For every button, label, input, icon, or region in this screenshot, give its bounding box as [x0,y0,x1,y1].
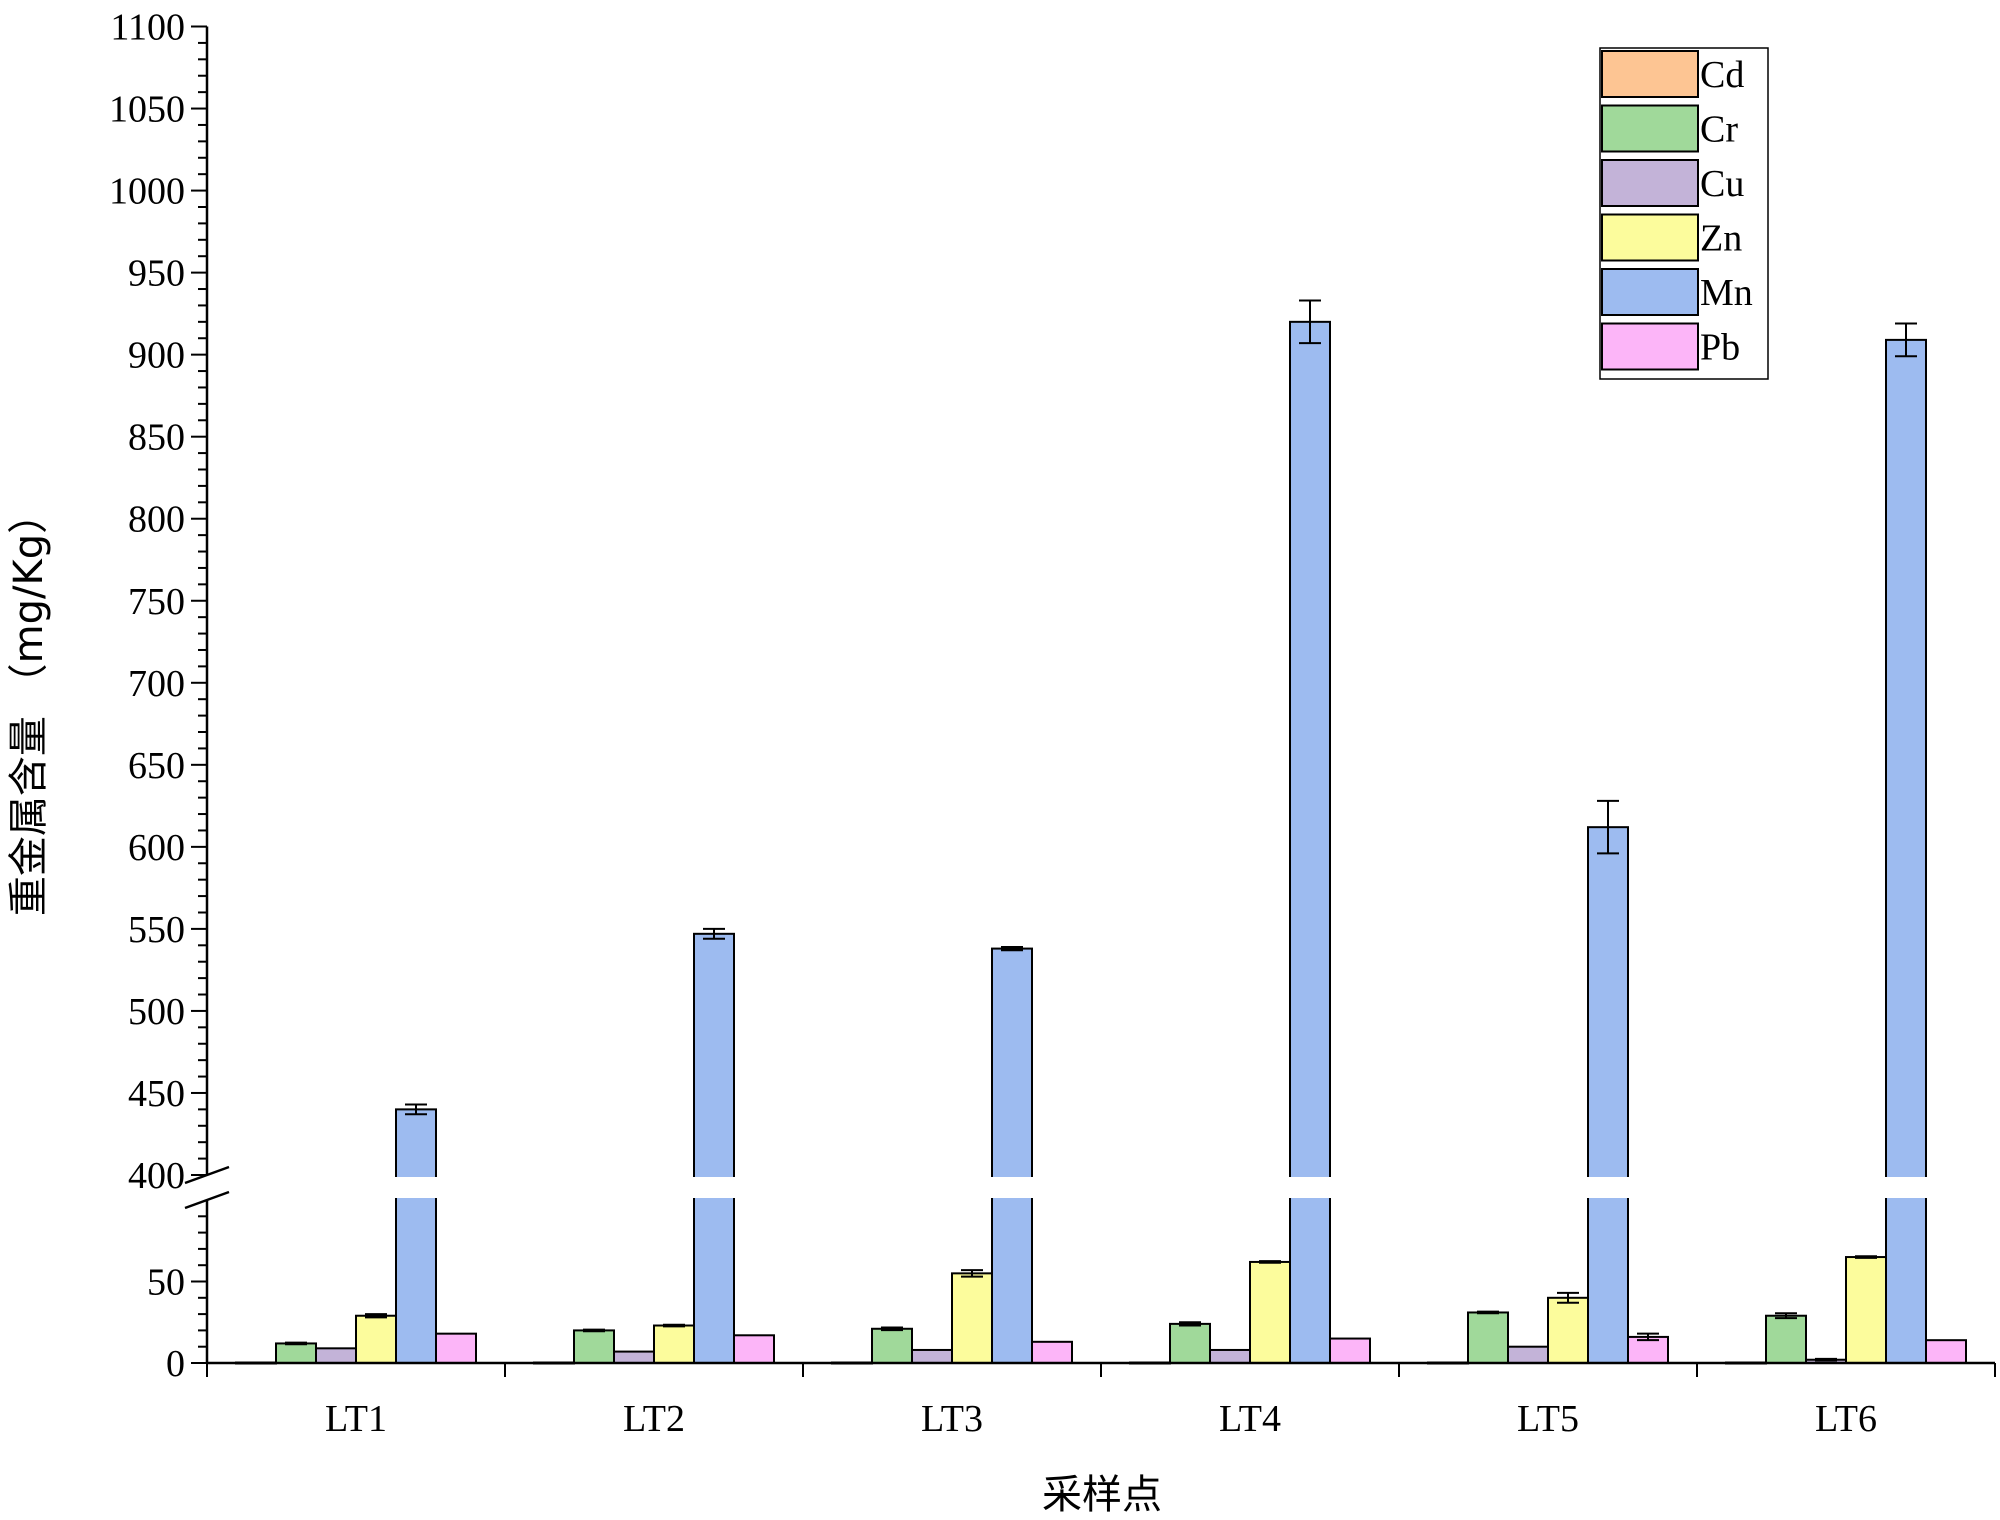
legend-label-cu: Cu [1700,163,1744,205]
error-bar-zn-lt6 [1855,1255,1877,1259]
x-axis-title: 采样点 [1042,1472,1162,1518]
legend-swatch-mn [1601,268,1699,316]
x-tick-label-lt5: LT5 [1517,1398,1579,1440]
y-tick-label-800: 800 [128,499,185,541]
legend-label-pb: Pb [1700,327,1740,369]
bar-mn-lt3 [991,947,1033,1364]
bar-zn-lt6 [1845,1256,1887,1365]
bar-cu-lt3 [911,1348,953,1364]
bar-pb-lt3 [1031,1340,1073,1365]
bar-mn-lt3-break-gap [990,1177,1034,1198]
ticks: 4004505005506006507007508008509009501000… [109,7,1996,1440]
bar-cu-lt2 [613,1350,655,1364]
error-bar-cr-lt4 [1179,1321,1201,1327]
error-bar-zn-lt2 [663,1323,685,1328]
x-tick-label-lt4: LT4 [1219,1398,1281,1440]
y-tick-label-1100: 1100 [110,7,185,49]
bar-cu-lt1 [315,1347,357,1364]
error-bar-cr-lt5 [1477,1310,1499,1315]
legend-swatch-zn [1601,213,1699,262]
bar-cu-lt5 [1507,1345,1549,1364]
bar-zn-lt4 [1249,1260,1291,1364]
bar-mn-lt2 [693,932,735,1364]
y-tick-label-650: 650 [128,745,185,787]
error-bar-zn-lt1 [365,1313,387,1319]
y-tick-label-0: 0 [166,1343,185,1385]
legend-label-cd: Cd [1700,54,1744,96]
y-tick-label-50: 50 [147,1262,185,1304]
legend-swatch-cr [1601,104,1699,153]
bar-mn-lt5-break-gap [1586,1177,1630,1198]
bar-mn-lt6-break-gap [1884,1177,1928,1198]
error-bar-zn-lt5 [1557,1291,1579,1304]
y-tick-label-600: 600 [128,827,185,869]
error-bar-cr-lt2 [583,1328,605,1333]
bar-zn-lt5 [1547,1296,1589,1365]
bar-zn-lt1 [355,1314,397,1364]
bar-mn-lt1 [395,1108,437,1364]
error-bar-zn-lt4 [1259,1260,1281,1264]
legend-swatch-pb [1601,322,1699,371]
error-bar-cr-lt6 [1775,1312,1797,1320]
y-tick-label-500: 500 [128,991,185,1033]
x-tick-label-lt3: LT3 [921,1398,983,1440]
x-tick-label-lt2: LT2 [623,1398,685,1440]
error-bar-mn-lt5 [1597,799,1619,855]
legend-swatch-cu [1601,159,1699,207]
bar-mn-lt2-break-gap [692,1177,736,1198]
error-bar-mn-lt4 [1299,299,1321,345]
bar-mn-lt6 [1885,338,1927,1364]
bar-cr-lt6 [1765,1314,1807,1364]
legend-label-cr: Cr [1700,109,1738,151]
bar-cr-lt5 [1467,1311,1509,1364]
x-tick-label-lt1: LT1 [325,1398,387,1440]
y-tick-label-950: 950 [128,253,185,295]
error-bar-cu-lt6 [1815,1357,1837,1362]
bar-mn-lt4-break-gap [1288,1177,1332,1198]
legend-swatch-cd [1601,50,1699,98]
legend-label-zn: Zn [1700,218,1742,260]
axis-break-mark-bottom [184,1190,230,1210]
error-bar-pb-lt5 [1637,1332,1659,1342]
bar-cr-lt4 [1169,1322,1211,1365]
legend: Cd Cr Cu Zn Mn Pb [1599,47,1769,380]
error-bar-mn-lt3 [1001,945,1023,952]
y-tick-label-550: 550 [128,909,185,951]
error-bar-mn-lt2 [703,927,725,940]
y-tick-label-400: 400 [128,1155,185,1197]
bar-pb-lt2 [733,1334,775,1365]
y-tick-label-1000: 1000 [109,171,185,213]
bar-cr-lt1 [275,1342,317,1364]
x-tick-label-lt6: LT6 [1815,1398,1877,1440]
bar-pb-lt4 [1329,1337,1371,1365]
bar-pb-lt1 [435,1332,477,1365]
bar-pb-lt6 [1925,1339,1967,1365]
bar-zn-lt2 [653,1324,695,1365]
error-bar-mn-lt6 [1895,322,1917,358]
y-tick-label-450: 450 [128,1073,185,1115]
y-tick-label-850: 850 [128,417,185,459]
bar-mn-lt1-break-gap [394,1177,438,1198]
y-tick-label-700: 700 [128,663,185,705]
bar-zn-lt3 [951,1272,993,1364]
bar-cr-lt3 [871,1327,913,1365]
error-bar-mn-lt1 [405,1103,427,1116]
bar-mn-lt4 [1289,320,1331,1364]
error-bar-cr-lt3 [881,1326,903,1332]
y-tick-label-900: 900 [128,335,185,377]
bar-cr-lt2 [573,1329,615,1365]
bar-cu-lt4 [1209,1348,1251,1364]
error-bar-cr-lt1 [285,1341,307,1346]
bar-mn-lt5 [1587,826,1629,1364]
y-tick-label-750: 750 [128,581,185,623]
y-tick-label-1050: 1050 [109,89,185,131]
error-bar-zn-lt3 [961,1269,983,1278]
plot-bars [235,299,1967,1365]
y-axis-title: 重金属含量 （mg/Kg） [6,494,52,916]
legend-label-mn: Mn [1700,272,1753,314]
